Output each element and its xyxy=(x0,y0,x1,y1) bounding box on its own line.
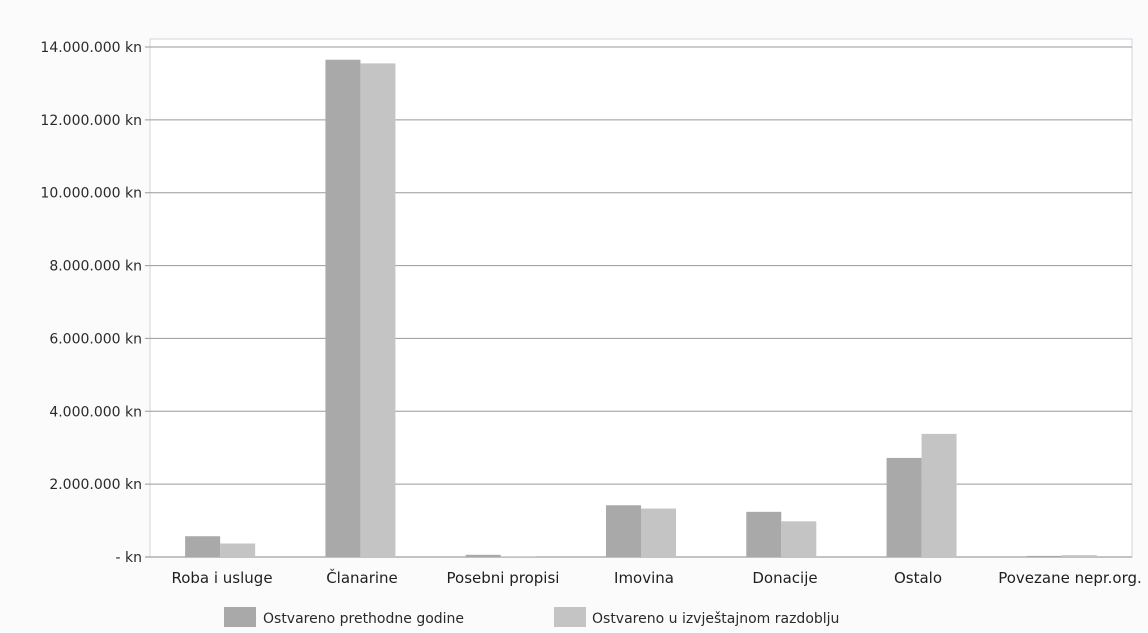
bar-izvjestajno-razdoblje xyxy=(781,521,817,557)
bar-prethodne-godine xyxy=(746,511,782,557)
legend-label: Ostvareno u izvještajnom razdoblju xyxy=(592,611,839,627)
bar-izvjestajno-razdoblje xyxy=(641,508,676,557)
legend-swatch xyxy=(554,607,586,627)
bar-izvjestajno-razdoblje xyxy=(1061,555,1097,557)
y-tick-label: 12.000.000 kn xyxy=(40,113,142,129)
y-tick-label: 14.000.000 kn xyxy=(40,40,142,56)
x-tick-label: Članarine xyxy=(326,568,398,587)
bar-prethodne-godine xyxy=(886,457,922,557)
bar-prethodne-godine xyxy=(325,59,361,557)
x-tick-label: Ostalo xyxy=(894,569,942,587)
x-tick-label: Imovina xyxy=(614,569,674,587)
x-tick-label: Posebni propisi xyxy=(447,569,560,587)
bar-izvjestajno-razdoblje xyxy=(220,543,256,557)
legend-label: Ostvareno prethodne godine xyxy=(263,611,464,627)
legend-swatch xyxy=(224,607,256,627)
bar-prethodne-godine xyxy=(1026,555,1062,557)
bar-prethodne-godine xyxy=(606,505,641,557)
y-tick-label: 2.000.000 kn xyxy=(49,477,142,493)
y-tick-label: 4.000.000 kn xyxy=(49,404,142,420)
x-tick-label: Roba i usluge xyxy=(171,569,272,587)
x-tick-label: Povezane nepr.org. xyxy=(998,569,1142,587)
bar-prethodne-godine xyxy=(465,554,501,557)
y-tick-label: - kn xyxy=(116,550,142,566)
y-tick-label: 8.000.000 kn xyxy=(49,259,142,275)
x-tick-label: Donacije xyxy=(752,569,817,587)
plot-area xyxy=(149,38,1133,558)
y-tick-label: 10.000.000 kn xyxy=(40,186,142,202)
bar-izvjestajno-razdoblje xyxy=(921,433,957,557)
bar-izvjestajno-razdoblje xyxy=(500,556,536,557)
bar-izvjestajno-razdoblje xyxy=(360,63,396,558)
y-tick-label: 6.000.000 kn xyxy=(49,331,142,347)
bar-prethodne-godine xyxy=(185,536,221,557)
